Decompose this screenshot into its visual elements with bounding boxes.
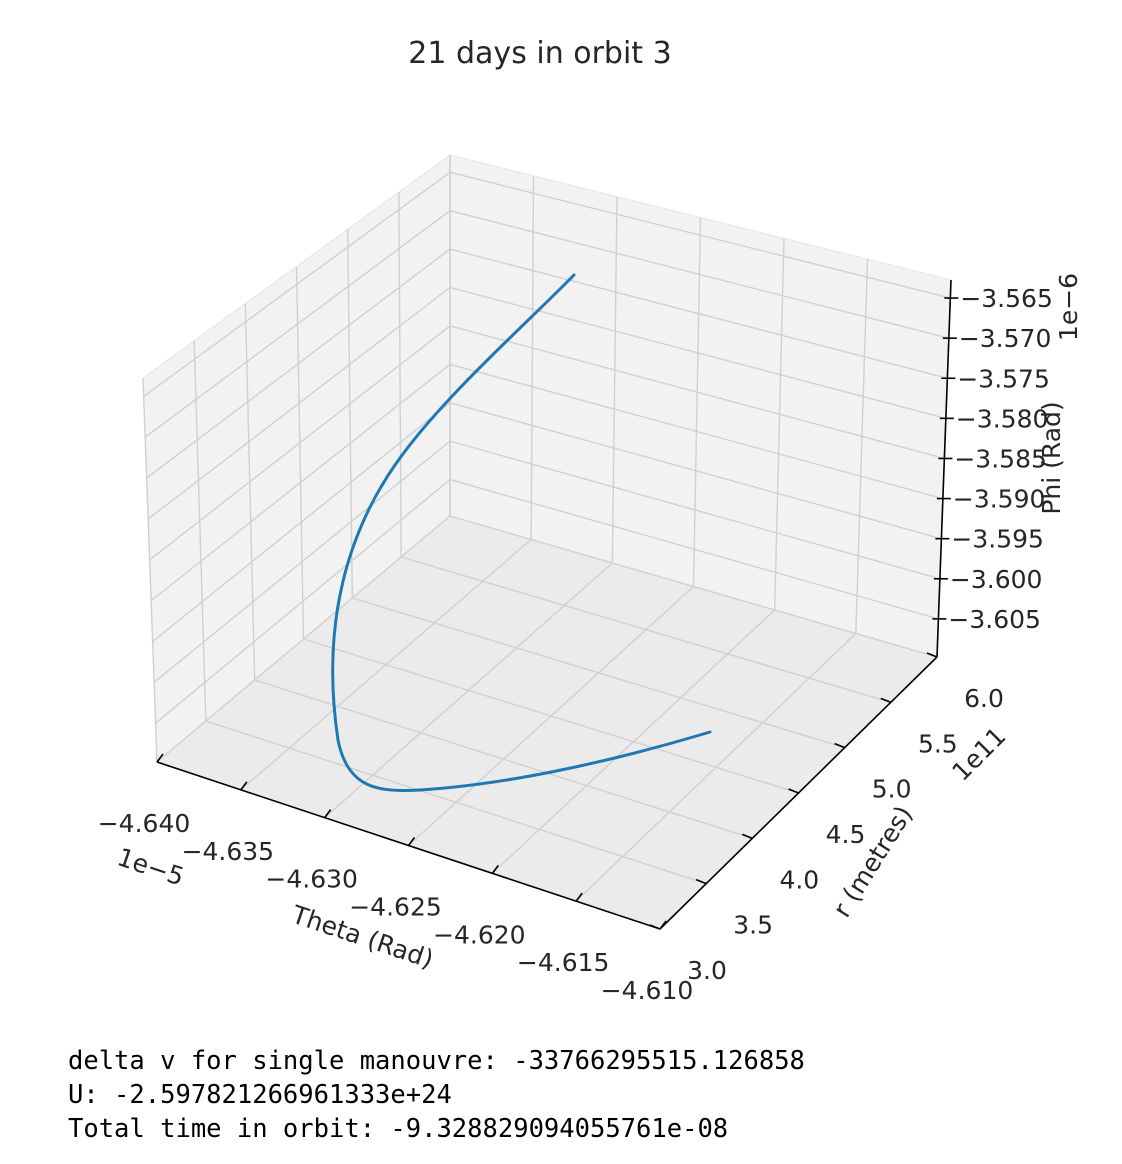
z-tick-label: −3.600 [950, 565, 1043, 594]
x-tick-label: −4.615 [517, 948, 610, 977]
y-wall-gridline [295, 266, 305, 640]
z-gridline [146, 248, 948, 479]
z-tick-label: −3.565 [960, 284, 1053, 313]
x-wall-gridline [530, 175, 535, 540]
z-gridline [155, 478, 939, 724]
y-tick-label: 3.5 [733, 911, 773, 940]
output-line-u: U: -2.597821266961333e+24 [68, 1080, 452, 1110]
z-gridline [149, 325, 945, 561]
x-offset-label: 1e−5 [114, 842, 188, 891]
x-tick-label: −4.640 [98, 809, 191, 838]
x-wall-gridline [611, 196, 618, 564]
x-tick [156, 753, 164, 763]
x-wall-gridline [692, 217, 702, 587]
y-tick [742, 833, 753, 840]
output-line-total-time: Total time in orbit: -9.328829094055761e… [68, 1114, 729, 1144]
x-tick [659, 920, 667, 930]
x-tick-label: −4.620 [433, 920, 526, 949]
x-tick [491, 864, 499, 874]
orbit-3d-plot: 21 days in orbit 3 −4.640−4.635−4.630−4.… [98, 36, 1083, 1005]
x-tick-label: −4.610 [601, 976, 694, 1005]
z-tick-label: −3.585 [954, 444, 1047, 473]
y-wall-gridline [244, 303, 256, 681]
y-tick [788, 788, 799, 794]
output-text: delta v for single manouvre: -3376629551… [68, 1044, 805, 1146]
y-wall-gridline [142, 377, 158, 763]
y-floor-gridline [352, 597, 845, 749]
z-gridline [144, 209, 950, 438]
y-axis-label: r (metres) [827, 801, 918, 923]
z-gridline [153, 440, 941, 683]
y-tick [926, 652, 938, 658]
y-floor-gridline [205, 720, 707, 885]
y-tick-label: 5.5 [918, 729, 958, 758]
x-tick [240, 781, 248, 791]
y-tick-label: 4.5 [826, 820, 866, 849]
y-tick-label: 4.0 [779, 865, 819, 894]
z-axis-label: Phi (Rad) [1037, 401, 1066, 514]
z-offset-label: 1e−6 [1054, 273, 1083, 341]
x-tick-label: −4.625 [349, 893, 442, 922]
x-wall-gridline [773, 238, 785, 611]
y-tick [695, 878, 707, 885]
z-gridline [152, 401, 942, 643]
y-tick-label: 3.0 [687, 956, 727, 985]
z-tick-label: −3.575 [957, 364, 1050, 393]
z-gridline [147, 286, 947, 520]
orbit-trajectory-line [331, 273, 712, 792]
z-axis-line [936, 279, 952, 658]
x-tick [575, 892, 583, 902]
output-line-delta-v: delta v for single manouvre: -3376629551… [68, 1046, 805, 1076]
x-tick-label: −4.630 [265, 865, 358, 894]
y-tick [649, 924, 661, 930]
y-tick-label: 6.0 [964, 684, 1004, 713]
z-tick-label: −3.590 [953, 485, 1046, 514]
y-floor-gridline [303, 638, 799, 794]
x-tick [407, 837, 416, 846]
z-tick-label: −3.570 [959, 324, 1052, 353]
chart-title: 21 days in orbit 3 [408, 36, 671, 71]
y-tick [880, 697, 892, 704]
y-wall-gridline [193, 340, 207, 722]
axis-ticks: −4.640−4.635−4.630−4.625−4.620−4.615−4.6… [98, 284, 1053, 1005]
y-floor-gridline [400, 556, 892, 704]
y-wall-gridline [346, 229, 354, 599]
x-tick-label: −4.635 [182, 837, 275, 866]
z-tick-label: −3.580 [956, 404, 1049, 433]
z-gridline [143, 171, 951, 397]
y-floor-gridline [449, 515, 938, 658]
z-tick-label: −3.595 [951, 525, 1044, 554]
x-tick [324, 809, 332, 819]
z-gridline [150, 363, 944, 602]
y-floor-gridline [254, 679, 753, 840]
y-tick [834, 742, 845, 749]
y-tick-label: 5.0 [872, 775, 912, 804]
y-wall-gridline [398, 192, 402, 558]
z-tick-label: −3.605 [948, 605, 1041, 634]
x-wall-gridline [855, 259, 869, 634]
